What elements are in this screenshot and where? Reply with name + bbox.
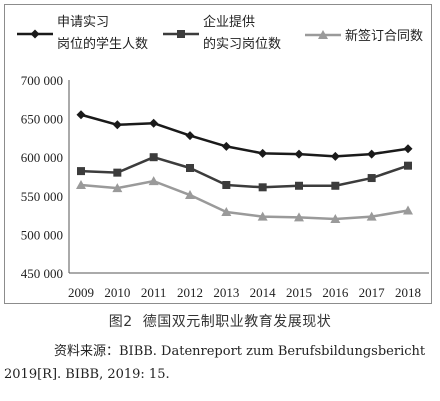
data-point: [76, 110, 86, 120]
legend-label-2: 的实习岗位数: [203, 36, 281, 52]
series-line-3: [80, 179, 409, 221]
y-tick-label: 650 000: [21, 112, 63, 127]
data-point: [186, 164, 194, 173]
figure-number: 图2: [108, 314, 133, 330]
data-point: [112, 183, 123, 193]
chart-frame: 700 000 650 000 600 000 550 000 500 000 450 0…: [4, 4, 432, 304]
data-point: [294, 212, 304, 222]
data-point: [367, 174, 376, 183]
data-point: [403, 144, 413, 154]
figure-caption: 图2 德国双元制职业教育发展现状: [0, 311, 440, 331]
data-point: [112, 120, 122, 130]
data-point: [294, 149, 304, 159]
data-point: [149, 153, 158, 162]
legend-label-3: 新签订合同数: [345, 28, 423, 44]
figure-title: 德国双元制职业教育发展现状: [142, 314, 332, 330]
y-tick-label: 600 000: [21, 150, 63, 165]
legend-marker-2: [177, 30, 185, 38]
series-line-1: [80, 113, 409, 158]
data-point: [330, 213, 341, 223]
y-tick-label: 450 000: [21, 266, 63, 281]
data-point: [258, 183, 267, 192]
data-point: [404, 161, 412, 170]
legend-label-2: 企业提供: [203, 14, 255, 30]
legend-label-1: 岗位的学生人数: [57, 36, 148, 52]
data-point: [295, 181, 303, 190]
data-point: [366, 211, 377, 221]
data-point: [367, 149, 377, 159]
y-tick-label: 700 000: [21, 73, 63, 88]
y-tick-label: 550 000: [21, 189, 63, 204]
data-point: [403, 205, 413, 215]
data-point: [257, 211, 268, 221]
x-tick-label: 2014: [250, 285, 277, 300]
legend-marker-1: [30, 29, 40, 39]
data-point: [185, 131, 195, 141]
x-tick-label: 2011: [141, 285, 167, 300]
source-citation: 资料来源：BIBB. Datenreport zum Berufsbildung…: [4, 344, 426, 382]
data-point: [149, 118, 159, 128]
x-tick-label: 2013: [213, 285, 239, 300]
y-tick-label: 500 000: [21, 227, 63, 242]
data-point: [258, 148, 268, 158]
data-point: [222, 180, 231, 189]
data-point: [148, 176, 159, 186]
x-tick-label: 2009: [68, 285, 94, 300]
legend-marker-3: [318, 30, 328, 39]
x-tick-label: 2017: [359, 285, 386, 300]
x-tick-label: 2010: [104, 285, 130, 300]
data-point: [185, 190, 195, 200]
line-chart: 700 000 650 000 600 000 550 000 500 000 450 0…: [17, 14, 429, 300]
data-point: [76, 179, 86, 189]
data-point: [221, 141, 231, 151]
legend-label-1: 申请实习: [57, 15, 109, 30]
x-tick-label: 2012: [177, 285, 203, 300]
data-point: [331, 181, 340, 190]
x-tick-label: 2015: [286, 285, 312, 300]
data-point: [77, 167, 85, 176]
x-tick-label: 2016: [322, 285, 349, 300]
data-point: [221, 207, 232, 217]
data-point: [113, 168, 122, 177]
series-line-2: [80, 155, 409, 189]
data-point: [330, 151, 340, 161]
x-tick-label: 2018: [395, 285, 421, 300]
